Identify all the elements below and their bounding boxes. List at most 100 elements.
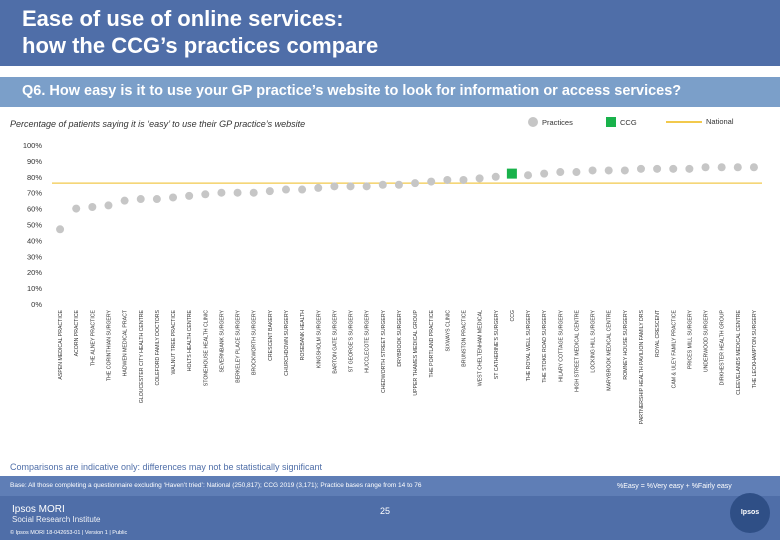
- category-label: CCG: [510, 310, 516, 322]
- practice-point: [653, 164, 662, 173]
- practice-point: [88, 203, 97, 212]
- legend-practices-label: Practices: [542, 117, 573, 127]
- practice-point: [540, 169, 549, 178]
- y-tick-label: 30%: [27, 252, 42, 261]
- base-text: Base: All those completing a questionnai…: [10, 482, 422, 489]
- practice-point: [717, 163, 726, 172]
- page-title-line-2: how the CCG’s practices compare: [22, 33, 379, 58]
- page-title: Ease of use of online services: how the …: [22, 5, 622, 59]
- practice-point: [298, 185, 307, 194]
- legend-national-label: National: [706, 117, 734, 126]
- question-bar: Q6. How easy is it to use your GP practi…: [0, 77, 780, 107]
- practice-point: [733, 163, 742, 172]
- category-label: THE STOKE ROAD SURGERY: [542, 309, 548, 382]
- category-label: SEVERNBANK SURGERY: [219, 309, 225, 372]
- category-label: HOLTS HEALTH CENTRE: [187, 309, 193, 371]
- legend-practices: Practices: [528, 117, 573, 127]
- y-tick-label: 50%: [27, 221, 42, 230]
- scatter-chart: 0% 10% 20% 30% 40% 50% 60% 70% 80% 90% 100% ASPEN M…: [23, 141, 762, 424]
- copyright-text: © Ipsos MORI 18-042653-01 | Version 1 | …: [10, 530, 128, 536]
- category-label: ASPEN MEDICAL PRACTICE: [58, 309, 64, 379]
- practice-point: [475, 174, 484, 183]
- practice-point: [636, 164, 645, 173]
- legend-national: National: [666, 117, 734, 126]
- category-label: THE CORINTHIAN SURGERY: [106, 309, 112, 381]
- practice-point: [669, 164, 678, 173]
- practice-point: [314, 183, 323, 192]
- category-label: SIXWAYS CLINIC: [445, 310, 451, 352]
- practice-point: [249, 188, 258, 197]
- category-label: CHEDWORTH STREET SURGERY: [381, 309, 387, 393]
- practice-point: [217, 188, 226, 197]
- category-label: CRESCENT BAKERY: [268, 309, 274, 360]
- practice-point: [330, 182, 339, 191]
- practice-point: [104, 201, 113, 210]
- logo-line-1: Ipsos MORI: [12, 504, 65, 515]
- category-label: ROSEBANK HEALTH: [300, 310, 306, 361]
- category-label: ROYAL CRESCENT: [655, 309, 661, 357]
- category-label: BROCKWORTH SURGERY: [252, 309, 258, 374]
- category-label: ACORN PRACTICE: [74, 309, 80, 356]
- y-tick-label: 60%: [27, 205, 42, 214]
- comparison-note: Comparisons are indicative only: differe…: [10, 462, 322, 472]
- easy-definition: %Easy = %Very easy + %Fairly easy: [617, 483, 732, 490]
- category-label: THE PORTLAND PRACTICE: [429, 309, 435, 377]
- category-label: CAM & ULEY FAMILY PRACTICE: [671, 309, 677, 388]
- practice-point: [378, 180, 387, 189]
- category-label: HADWEN MEDICAL PRACT: [123, 309, 129, 376]
- category-label: DRYBROOK SURGERY: [397, 309, 403, 366]
- legend-ccg: CCG: [606, 117, 637, 127]
- category-label: DIRKHESTER HEALTH GROUP: [720, 309, 726, 385]
- practice-point: [233, 188, 242, 197]
- category-label: ST CATHERINE’S SURGERY: [494, 309, 500, 379]
- practice-point: [427, 177, 436, 186]
- national-line-icon: [666, 120, 702, 123]
- ipsos-logo: Ipsos: [730, 493, 770, 533]
- category-label: CHURCHDOWN SURGERY: [284, 309, 290, 375]
- practice-point: [346, 182, 355, 191]
- chart-area: 0% 10% 20% 30% 40% 50% 60% 70% 80% 90% 100% ASPEN M…: [0, 138, 780, 458]
- practice-point: [72, 204, 81, 213]
- category-label: WALNUT TREE PRACTICE: [171, 309, 177, 374]
- category-label: BRUNSTON PRACTICE: [461, 309, 467, 366]
- y-tick-label: 100%: [23, 141, 43, 150]
- category-label: HILARY COTTAGE SURGERY: [558, 309, 564, 381]
- practice-point: [749, 163, 758, 172]
- practice-point: [411, 179, 420, 188]
- ipsos-mori-logo: Ipsos MORI Social Research Institute: [12, 505, 101, 525]
- question-text: Q6. How easy is it to use your GP practi…: [22, 83, 682, 99]
- practice-point: [136, 195, 145, 204]
- practice-point: [362, 182, 371, 191]
- chart-subtitle: Percentage of patients saying it is ‘eas…: [10, 119, 306, 129]
- footer: Base: All those completing a questionnai…: [0, 476, 780, 540]
- chart-legend: Practices CCG National: [528, 117, 778, 131]
- header-banner: Ease of use of online services: how the …: [0, 0, 780, 66]
- category-label: WEST CHELTENHAM MEDICAL: [478, 310, 484, 386]
- category-label: UNDERWOOD SURGERY: [704, 309, 710, 372]
- practice-point: [265, 187, 274, 196]
- category-label: BERKELEY PLACE SURGERY: [236, 309, 242, 382]
- practice-point: [394, 180, 403, 189]
- page-title-line-1: Ease of use of online services:: [22, 6, 344, 31]
- category-label: ST GEORGE’S SURGERY: [349, 309, 355, 372]
- y-tick-label: 0%: [31, 300, 42, 309]
- practice-point: [201, 190, 210, 199]
- category-label: HIGH STREET MEDICAL CENTRE: [574, 309, 580, 391]
- category-label: THE ROYAL WELL SURGERY: [526, 309, 532, 381]
- y-tick-label: 70%: [27, 189, 42, 198]
- practice-point: [620, 166, 629, 175]
- practice-point: [459, 175, 468, 184]
- page-number: 25: [380, 506, 391, 516]
- practice-point: [588, 166, 597, 175]
- y-tick-label: 90%: [27, 157, 42, 166]
- category-label: UPPER THAMES MEDICAL GROUP: [413, 309, 419, 395]
- practice-point: [443, 175, 452, 184]
- practice-point: [524, 171, 533, 180]
- practice-point: [572, 168, 581, 177]
- category-label: CLEEVELANDS MEDICAL CENTRE: [736, 309, 742, 394]
- practice-dot-icon: [528, 117, 538, 127]
- practice-point: [152, 195, 161, 204]
- category-label: LOCKING HILL SURGERY: [591, 309, 597, 372]
- y-tick-label: 40%: [27, 236, 42, 245]
- practice-point: [491, 172, 500, 181]
